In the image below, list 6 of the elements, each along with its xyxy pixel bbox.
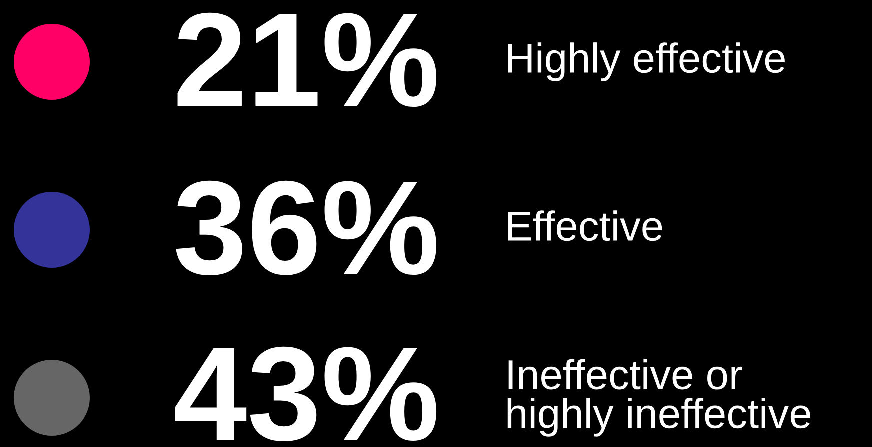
data-label: 43% bbox=[175, 346, 436, 442]
category-label: Ineffective or highly ineffective bbox=[508, 359, 810, 437]
data-label: 36% bbox=[176, 180, 436, 276]
category-label: Highly effective bbox=[508, 42, 785, 82]
category-label: Effective bbox=[508, 210, 662, 242]
data-label: 21% bbox=[178, 12, 436, 108]
